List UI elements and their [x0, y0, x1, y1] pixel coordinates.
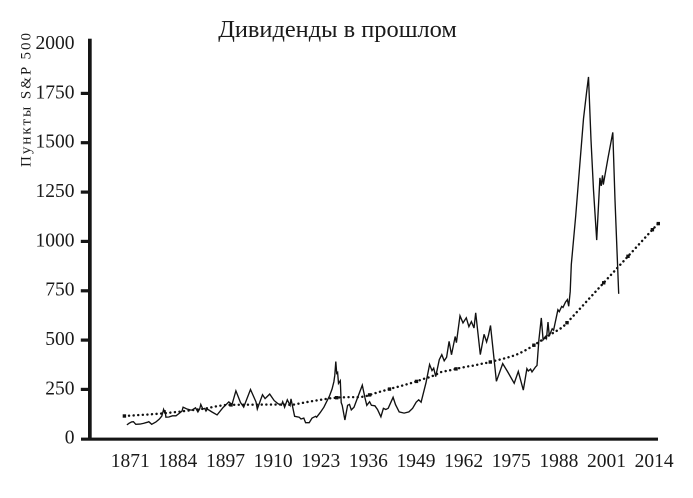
svg-text:1910: 1910: [254, 451, 293, 472]
svg-text:1884: 1884: [158, 451, 197, 472]
svg-text:750: 750: [45, 280, 74, 301]
svg-text:1962: 1962: [444, 451, 483, 472]
svg-text:1000: 1000: [36, 230, 75, 251]
svg-text:2000: 2000: [36, 33, 75, 54]
svg-text:1500: 1500: [36, 132, 75, 153]
svg-text:1949: 1949: [397, 451, 436, 472]
svg-text:Пункты S&P 500: Пункты S&P 500: [19, 31, 35, 167]
svg-text:1750: 1750: [36, 82, 75, 103]
svg-text:Дивиденды в прошлом: Дивиденды в прошлом: [218, 16, 457, 43]
svg-text:1897: 1897: [206, 451, 245, 472]
svg-text:1975: 1975: [492, 451, 531, 472]
svg-text:1871: 1871: [111, 451, 150, 472]
svg-text:1936: 1936: [349, 451, 388, 472]
svg-text:2014: 2014: [635, 451, 674, 472]
svg-text:1250: 1250: [36, 181, 75, 202]
svg-text:500: 500: [45, 329, 74, 350]
svg-text:0: 0: [65, 428, 75, 449]
svg-text:2001: 2001: [587, 451, 626, 472]
svg-text:250: 250: [45, 378, 74, 399]
svg-text:1923: 1923: [301, 451, 340, 472]
svg-text:1988: 1988: [539, 451, 578, 472]
